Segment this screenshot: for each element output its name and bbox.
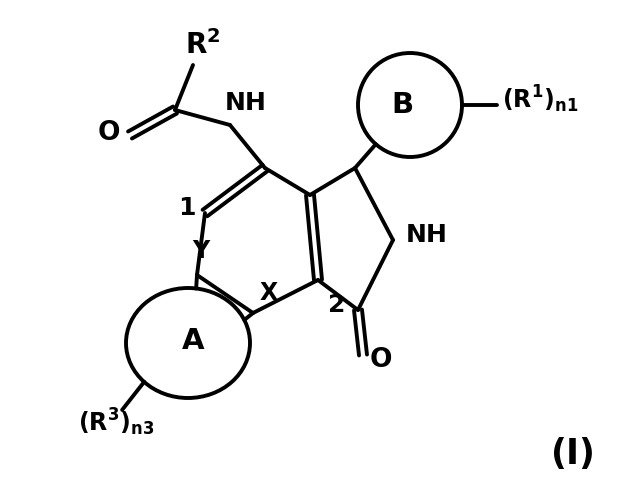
Text: $\mathbf{(R^1)_{n1}}$: $\mathbf{(R^1)_{n1}}$ <box>502 83 578 115</box>
Text: $\mathbf{X}$: $\mathbf{X}$ <box>259 281 279 305</box>
Text: $\mathbf{NH}$: $\mathbf{NH}$ <box>405 223 446 247</box>
Text: $\mathbf{O}$: $\mathbf{O}$ <box>370 347 392 373</box>
Text: $\mathbf{B}$: $\mathbf{B}$ <box>391 91 413 119</box>
Text: $\mathbf{1}$: $\mathbf{1}$ <box>178 196 196 220</box>
Text: $\mathbf{R^2}$: $\mathbf{R^2}$ <box>185 30 221 60</box>
Text: $\mathbf{NH}$: $\mathbf{NH}$ <box>224 91 265 115</box>
Text: $\mathbf{2}$: $\mathbf{2}$ <box>327 293 345 317</box>
Text: $\mathbf{(R^3)_{n3}}$: $\mathbf{(R^3)_{n3}}$ <box>78 406 154 438</box>
Text: $\mathbf{(I)}$: $\mathbf{(I)}$ <box>550 435 594 471</box>
Text: $\mathbf{Y}$: $\mathbf{Y}$ <box>192 239 212 263</box>
Text: $\mathbf{O}$: $\mathbf{O}$ <box>97 120 120 146</box>
Text: $\mathbf{A}$: $\mathbf{A}$ <box>181 327 205 355</box>
